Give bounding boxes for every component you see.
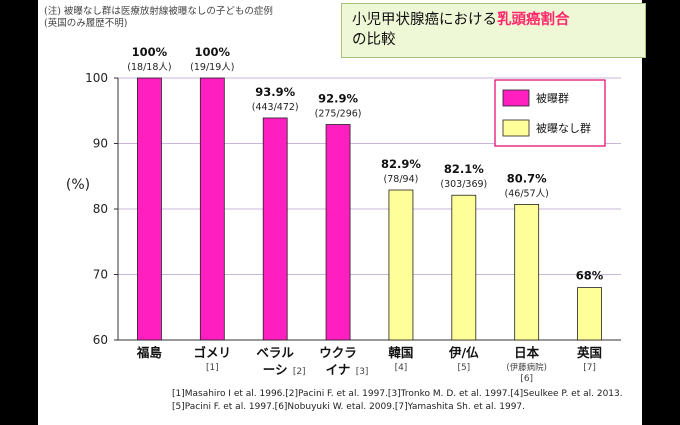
x-tick-reference: [1] (206, 363, 219, 373)
count-label: (19/19人) (190, 62, 234, 73)
reference-line-1: [1]Masahiro I et al. 1996.[2]Pacini F. e… (172, 389, 623, 399)
x-tick-reference: [2] (293, 367, 306, 377)
x-tick-label: 日本 (514, 345, 540, 360)
bar (137, 77, 162, 341)
y-tick-label: 90 (93, 137, 108, 151)
count-label: (275/296) (315, 109, 362, 120)
count-label: (443/472) (252, 102, 299, 113)
x-tick-reference: [5] (457, 363, 470, 373)
data-label: 93.9% (255, 85, 295, 99)
bar (388, 189, 414, 341)
x-tick-label: イナ (326, 362, 351, 377)
y-tick-label: 80 (93, 202, 108, 216)
footnote-note: (注) 被曝なし群は医療放射線被曝なしの子どもの症例 (英国のみ履歴不明) (44, 6, 273, 30)
x-tick-label: ーシ (263, 362, 288, 377)
x-tick-reference: [4] (395, 363, 408, 373)
legend-swatch (502, 119, 530, 137)
data-label: 100% (132, 45, 168, 59)
data-label: 82.9% (381, 157, 421, 171)
y-tick-label: 100 (85, 71, 108, 85)
y-tick-label: 70 (93, 268, 108, 282)
x-tick-label: 韓国 (388, 345, 413, 360)
x-tick-reference: [6] (520, 374, 533, 384)
bar (199, 77, 225, 341)
title-prefix: 小児甲状腺癌における (352, 12, 497, 28)
x-tick-label: 英国 (577, 345, 602, 360)
x-tick-label: ウクラ (319, 345, 357, 360)
note-line-1: (注) 被曝なし群は医療放射線被曝なしの子どもの症例 (44, 6, 273, 17)
count-label: (46/57人) (505, 188, 549, 199)
y-tick-label: 60 (93, 333, 108, 347)
legend-swatch (502, 89, 530, 107)
x-tick-reference: (伊藤病院) (506, 362, 547, 373)
count-label: (303/369) (440, 179, 487, 190)
reference-line-2: [5]Pacini F. et al. 1997.[6]Nobuyuki W. … (172, 402, 526, 412)
count-label: (78/94) (384, 174, 419, 185)
bar (514, 204, 540, 341)
y-axis-label: (%) (66, 177, 90, 193)
chart-title-box: 小児甲状腺癌における乳頭癌割合 の比較 (341, 3, 646, 58)
bar (262, 117, 288, 341)
note-line-2: (英国のみ履歴不明) (44, 18, 128, 29)
bar-chart: 60 70 80 90 100 (%) 100% (18/18人) 福島 100% (19/19人)… (66, 45, 621, 384)
x-tick-label: 伊/仏 (448, 345, 479, 360)
x-tick-label: ゴメリ (194, 345, 232, 360)
title-suffix: の比較 (352, 32, 396, 48)
x-tick-reference: [3] (356, 367, 369, 377)
bar (577, 287, 602, 341)
x-tick-reference: [7] (583, 363, 596, 373)
legend-label: 被曝なし群 (536, 121, 591, 135)
x-tick-label: ベラル (256, 345, 294, 360)
data-label: 92.9% (318, 92, 358, 106)
legend-label: 被曝群 (536, 91, 569, 105)
data-label: 100% (195, 45, 231, 59)
bar (451, 194, 477, 341)
references: [1]Masahiro I et al. 1996.[2]Pacini F. e… (172, 388, 623, 414)
bar (325, 124, 351, 341)
data-label: 82.1% (444, 162, 484, 176)
data-label: 68% (576, 269, 604, 283)
slide: (注) 被曝なし群は医療放射線被曝なしの子どもの症例 (英国のみ履歴不明) 小児… (38, 0, 646, 425)
data-label: 80.7% (507, 171, 547, 185)
count-label: (18/18人) (127, 62, 171, 73)
title-highlight: 乳頭癌割合 (497, 12, 570, 28)
x-tick-label: 福島 (136, 345, 163, 360)
